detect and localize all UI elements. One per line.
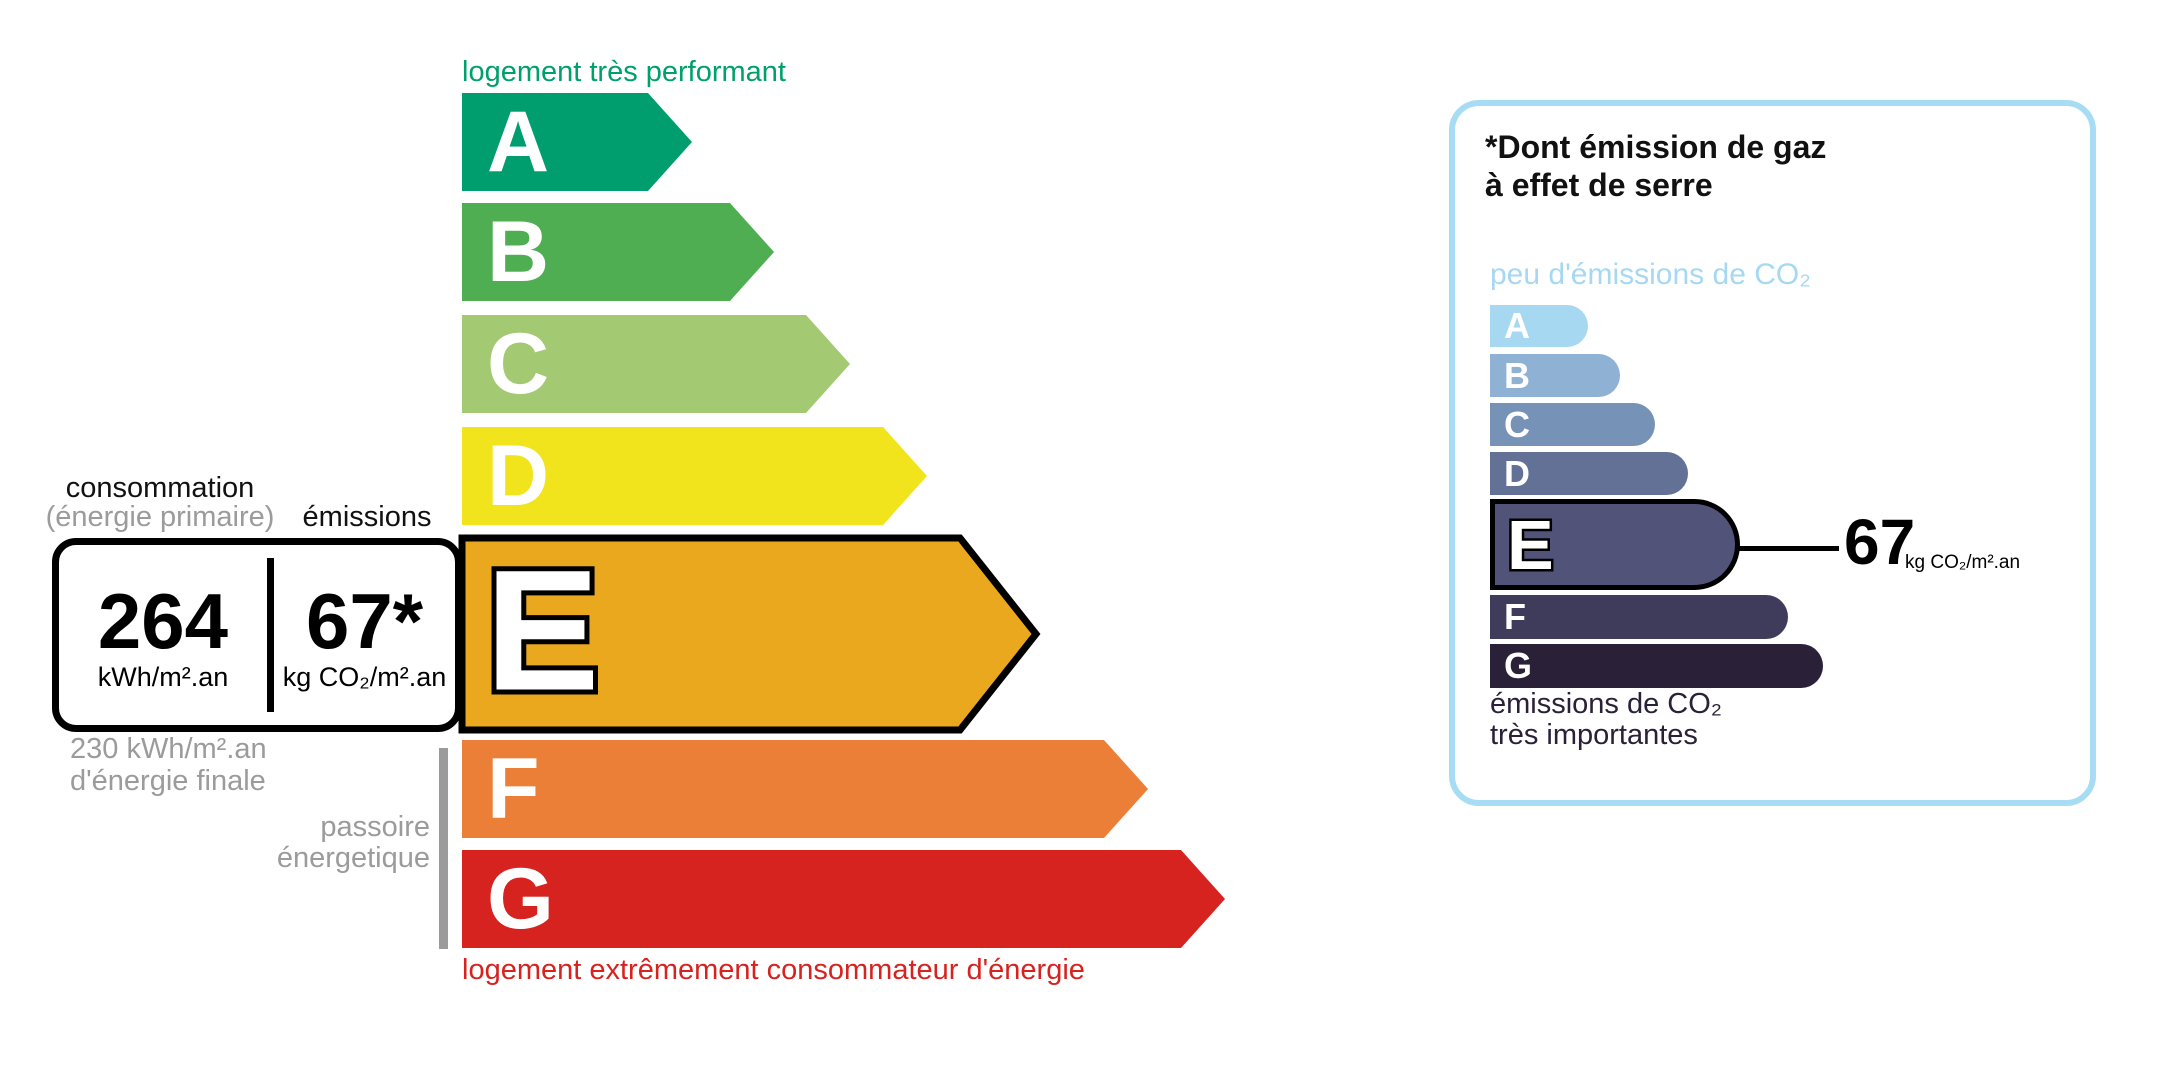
energy-class-letter: G xyxy=(487,851,554,947)
co2-class-letter: G xyxy=(1504,645,1533,686)
energy-class-bar-b: B xyxy=(462,203,774,301)
co2-panel: *Dont émission de gaz à effet de serre p… xyxy=(1449,100,2096,806)
energy-sieve-label-line2: énergetique xyxy=(276,842,430,874)
co2-panel-title-line2: à effet de serre xyxy=(1485,167,1713,203)
co2-class-bar-d: D xyxy=(1490,452,1688,495)
energy-bottom-label: logement extrêmement consommateur d'éner… xyxy=(462,954,1085,986)
co2-low-emissions-label: peu d'émissions de CO₂ xyxy=(1490,258,1811,291)
emissions-value: 67* xyxy=(305,576,424,665)
co2-panel-title-line1: *Dont émission de gaz xyxy=(1485,129,1827,165)
energy-class-bar-f: F xyxy=(462,740,1148,838)
consumption-subheader: (énergie primaire) xyxy=(45,501,275,533)
energy-class-e-arrow-shape xyxy=(458,534,1041,734)
energy-class-letter-e: E xyxy=(480,534,605,727)
energy-class-letter: C xyxy=(487,316,550,412)
energy-class-letter: B xyxy=(487,204,550,300)
consumption-cell: 264 kWh/m².an xyxy=(59,545,267,725)
emissions-unit: kg CO₂/m².an xyxy=(282,661,447,692)
consumption-value: 264 xyxy=(97,576,229,665)
energy-class-letter: A xyxy=(487,94,550,190)
energy-class-letter: F xyxy=(487,741,540,837)
energy-sieve-label: passoire énergetique xyxy=(225,812,430,874)
co2-value-connector-line xyxy=(1739,546,1839,551)
co2-value: 67 xyxy=(1844,506,1916,578)
co2-class-bar-b: B xyxy=(1490,354,1620,397)
co2-high-emissions-label-line2: très importantes xyxy=(1490,719,1698,751)
co2-class-bar-a: A xyxy=(1490,305,1588,347)
co2-class-letter-e: E xyxy=(1505,505,1557,584)
energy-class-bar-d: D xyxy=(462,427,927,525)
co2-class-letter: A xyxy=(1504,305,1530,346)
emissions-cell: 67* kg CO₂/m².an xyxy=(274,545,455,725)
energy-class-bar-c: C xyxy=(462,315,850,413)
co2-class-letter: F xyxy=(1504,596,1526,637)
co2-value-unit: kg CO₂/m².an xyxy=(1905,552,2021,573)
co2-class-bar-f: F xyxy=(1490,595,1788,639)
co2-high-emissions-label: émissions de CO₂ très importantes xyxy=(1490,689,1722,751)
score-box-divider xyxy=(267,558,274,712)
co2-class-letter: C xyxy=(1504,403,1530,445)
co2-class-bar-c: C xyxy=(1490,403,1655,446)
energy-top-label: logement très performant xyxy=(462,56,786,88)
energy-sieve-bracket-bar xyxy=(439,748,448,949)
final-energy-note: 230 kWh/m².an d'énergie finale xyxy=(70,733,267,797)
co2-class-letter: D xyxy=(1504,452,1530,494)
energy-class-bar-a: A xyxy=(462,93,692,191)
energy-class-bar-g: G xyxy=(462,850,1225,948)
energy-class-bar-e-selected: E xyxy=(455,534,1041,734)
co2-class-bar-e-selected: E xyxy=(1490,499,1740,590)
co2-high-emissions-label-line1: émissions de CO₂ xyxy=(1490,688,1723,720)
co2-class-bar-g: G xyxy=(1490,644,1823,688)
co2-panel-title: *Dont émission de gaz à effet de serre xyxy=(1485,128,1826,204)
energy-class-letter: D xyxy=(487,428,550,524)
final-energy-note-line1: 230 kWh/m².an xyxy=(70,733,267,765)
emissions-header: émissions xyxy=(302,501,432,533)
score-box: 264 kWh/m².an 67* kg CO₂/m².an xyxy=(52,538,462,732)
final-energy-note-line2: d'énergie finale xyxy=(70,765,266,797)
consumption-header: consommation xyxy=(65,472,255,504)
co2-class-letter: B xyxy=(1504,354,1530,396)
consumption-unit: kWh/m².an xyxy=(97,661,229,692)
energy-sieve-label-line1: passoire xyxy=(320,811,430,843)
